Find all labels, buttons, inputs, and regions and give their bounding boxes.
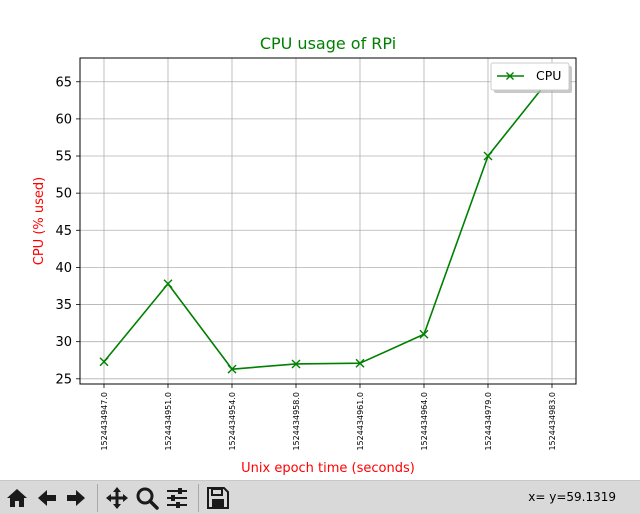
figure: 25 30 35 40 45 50 55 60 65 1524434947.0 152443495… [32, 34, 577, 476]
zoom-icon [136, 487, 159, 510]
y-tick-label: 25 [55, 372, 72, 387]
data-point-marker [227, 364, 237, 374]
data-point-marker [355, 358, 365, 368]
back-button[interactable] [34, 485, 60, 511]
legend-label-cpu: CPU [536, 68, 561, 83]
y-tick-label: 55 [55, 150, 72, 165]
forward-icon [67, 490, 85, 506]
data-point-marker [291, 359, 301, 369]
y-axis-label: CPU (% used) [32, 177, 47, 265]
x-tick-label: 1524434958.0 [292, 392, 301, 451]
y-tick-label: 50 [55, 187, 72, 202]
home-icon [7, 489, 27, 507]
navigation-toolbar: x= y=59.1319 [0, 480, 640, 514]
save-button[interactable] [205, 485, 231, 511]
x-tick-label: 1524434947.0 [100, 392, 109, 451]
legend-box [490, 62, 570, 91]
data-point-marker [99, 357, 109, 367]
y-tick-label: 45 [55, 224, 72, 239]
y-tick-label: 30 [55, 335, 72, 350]
x-tick-label: 1524434961.0 [356, 392, 365, 451]
data-point-marker [163, 279, 173, 289]
x-tick-label: 1524434951.0 [164, 392, 173, 451]
legend: CPU [490, 62, 572, 93]
x-tick-label: 1524434979.0 [484, 392, 493, 451]
pan-icon [106, 487, 128, 509]
cursor-coordinates: x= y=59.1319 [528, 490, 616, 504]
plot-area-frame [79, 57, 577, 385]
legend-marker [506, 72, 514, 80]
x-tick-label: 1524434983.0 [548, 392, 557, 451]
x-tick-label: 1524434964.0 [420, 392, 429, 451]
configure-subplots-button[interactable] [164, 485, 190, 511]
configure-subplots-icon [167, 488, 187, 508]
pan-button[interactable] [104, 485, 130, 511]
y-tick-label: 40 [55, 261, 72, 276]
save-icon [207, 487, 229, 509]
series-line-cpu [103, 75, 553, 370]
x-axis-label: Unix epoch time (seconds) [241, 461, 415, 476]
data-point-marker [419, 329, 429, 339]
toolbar-separator [198, 484, 199, 512]
y-tick-label: 60 [55, 112, 72, 127]
home-button[interactable] [4, 485, 30, 511]
toolbar-separator [97, 484, 98, 512]
data-point-marker [483, 151, 493, 161]
back-icon [38, 490, 56, 506]
chart-title: CPU usage of RPi [260, 34, 396, 53]
chart: 25 30 35 40 45 50 55 60 65 1524434947.0 152443495… [32, 34, 577, 476]
x-tick-label: 1524434954.0 [228, 392, 237, 451]
zoom-button[interactable] [134, 485, 160, 511]
y-tick-label: 35 [55, 298, 72, 313]
y-tick-label: 65 [55, 75, 72, 90]
forward-button[interactable] [63, 485, 89, 511]
